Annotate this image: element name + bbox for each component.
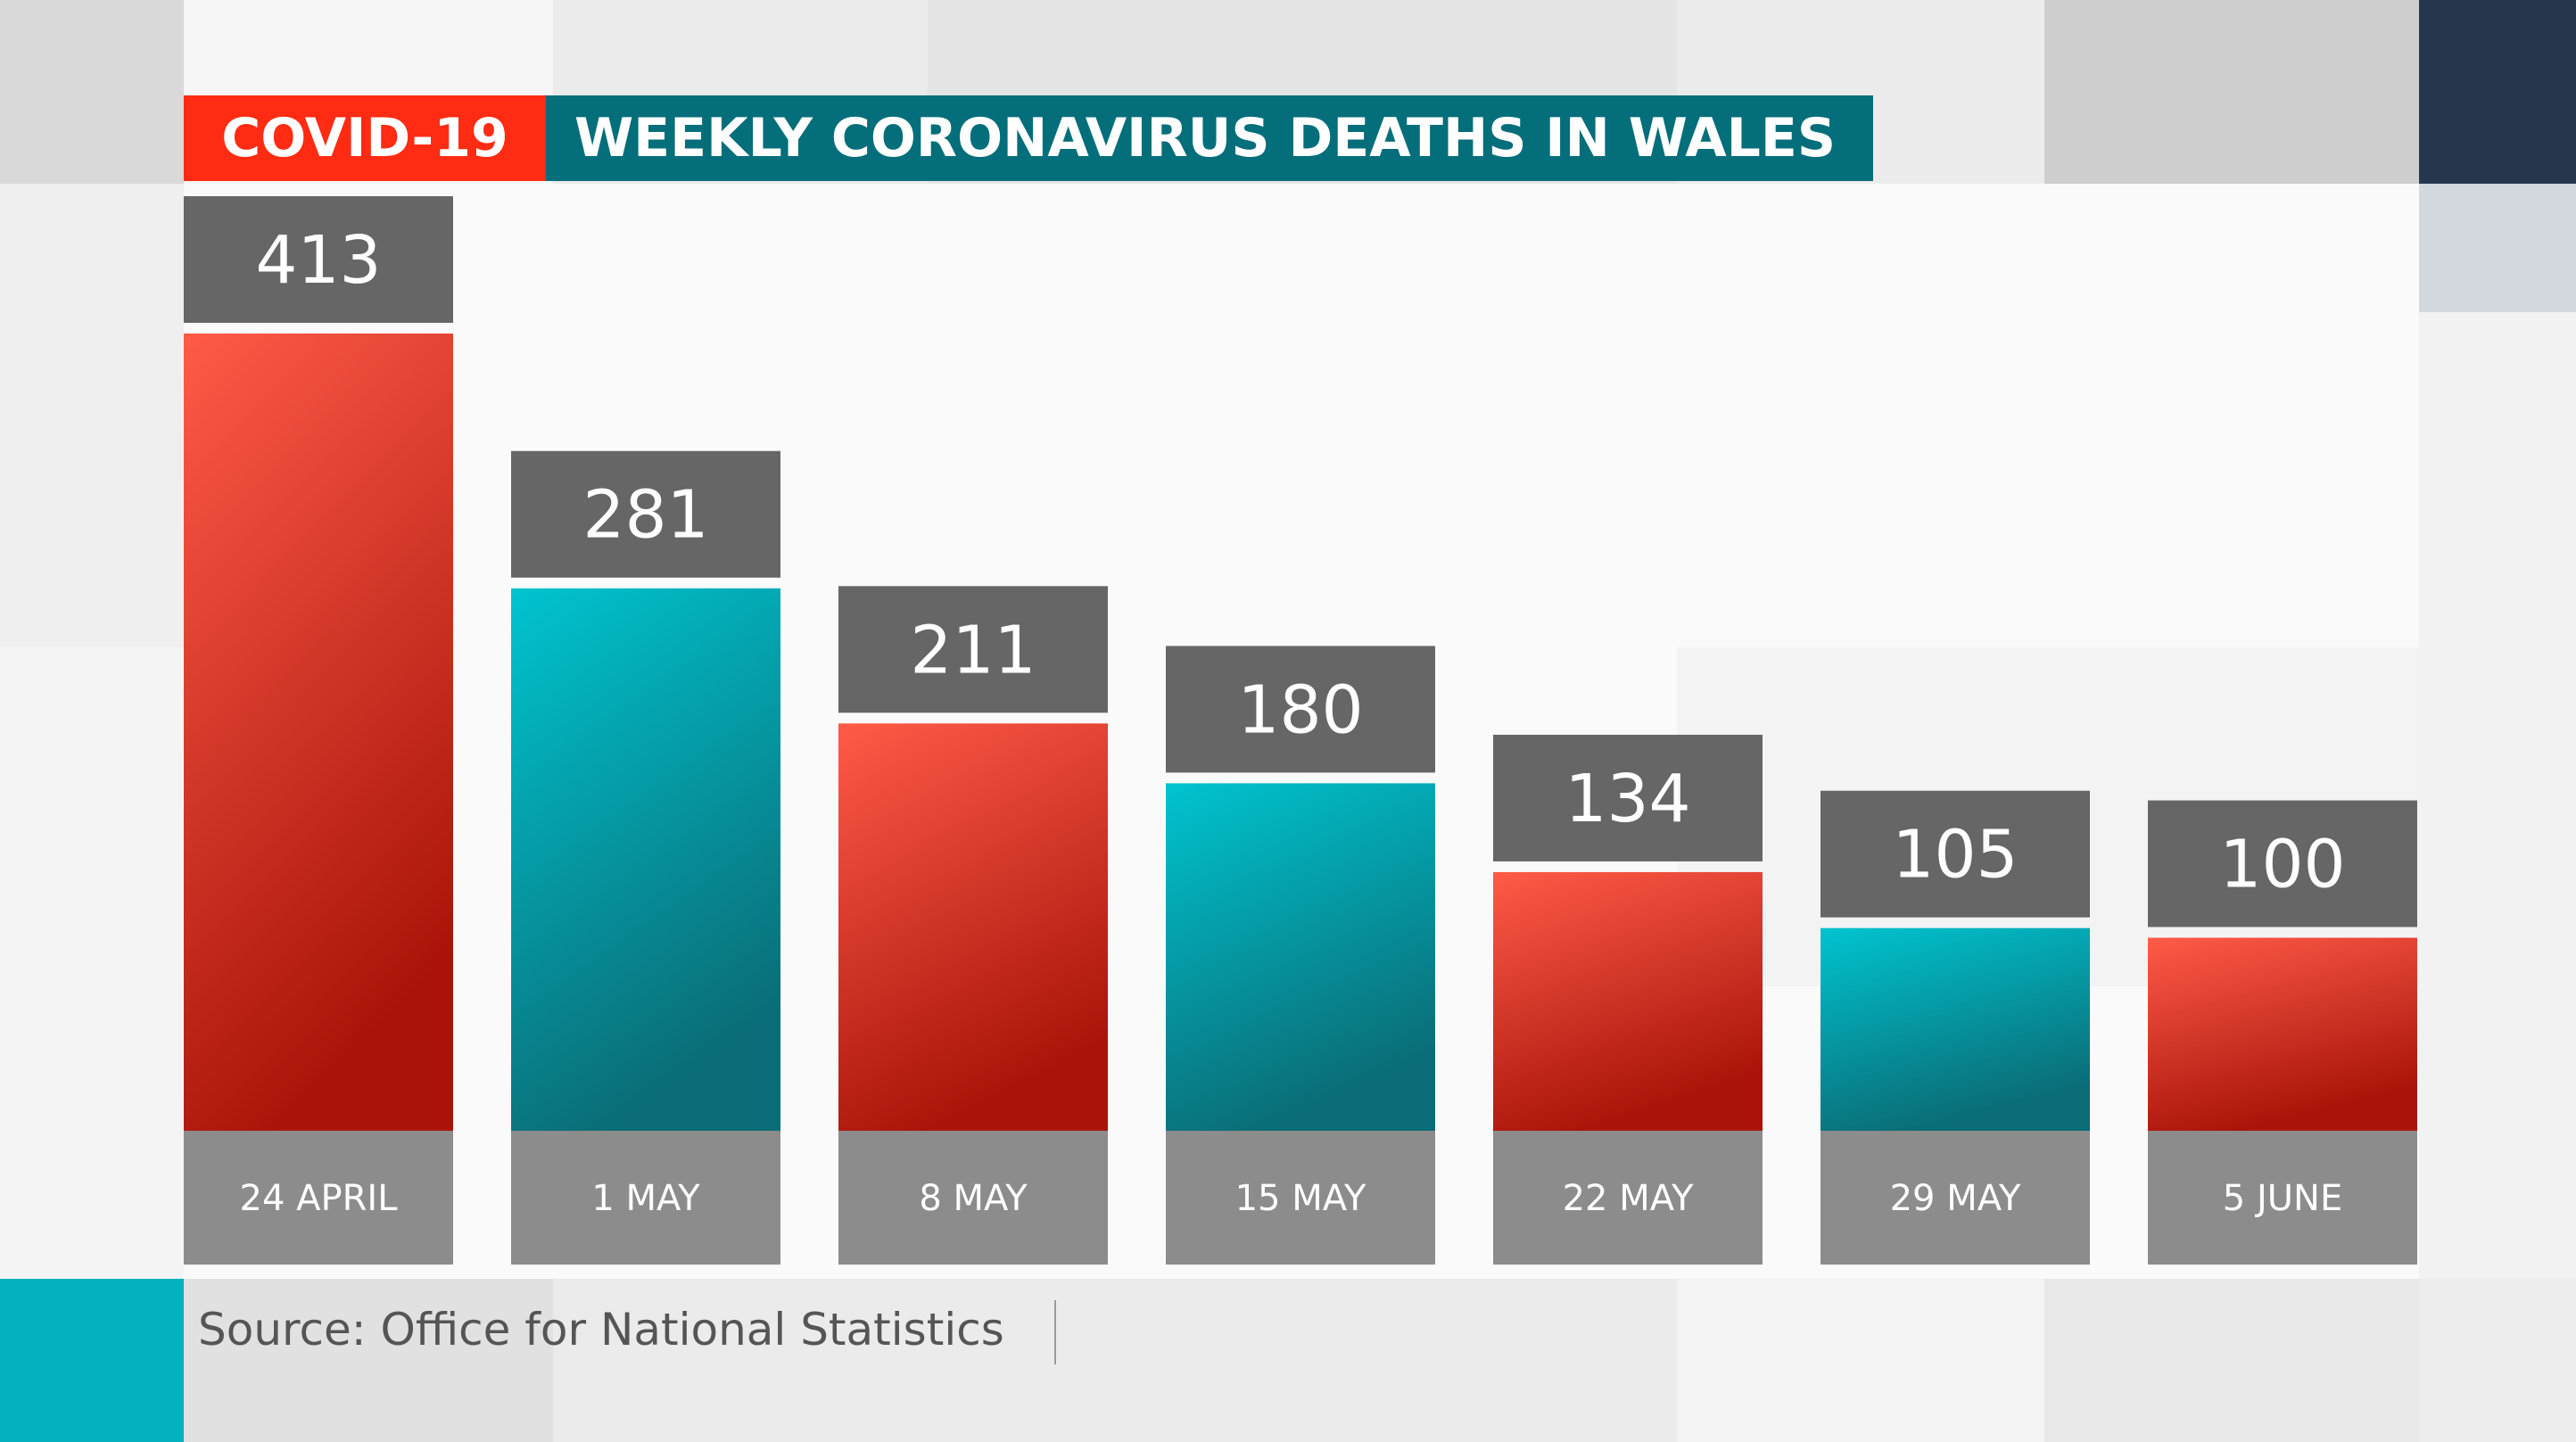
value-label: 180 [1237, 672, 1363, 748]
bar [1821, 927, 2090, 1131]
value-label-box [184, 196, 453, 323]
category-label: 5 JUNE [2223, 1178, 2342, 1219]
bar [2148, 937, 2417, 1131]
value-label: 105 [1892, 817, 2018, 894]
bar [1493, 871, 1763, 1131]
category-label: 29 MAY [1890, 1178, 2021, 1219]
value-label-box [511, 450, 780, 578]
bg-tile [2044, 0, 2419, 184]
value-label-box [1821, 790, 2090, 918]
bg-tile [553, 1279, 1677, 1442]
bar [511, 588, 780, 1131]
value-label-box [1166, 646, 1435, 773]
value-label: 100 [2219, 827, 2345, 903]
bar [1166, 783, 1435, 1131]
value-label: 413 [255, 222, 381, 299]
covid-tag: COVID-19 [184, 95, 546, 181]
value-label: 281 [582, 477, 708, 554]
bar [184, 334, 453, 1131]
category-label-box [511, 1131, 780, 1265]
value-label-box [2148, 800, 2417, 927]
bars-layer: 413 24 APRIL 281 1 MAY 211 8 MAY 180 15 MAY 134 2… [184, 196, 2417, 1265]
category-label-box [1821, 1131, 2090, 1265]
chart-title: WEEKLY CORONAVIRUS DEATHS IN WALES [546, 95, 1873, 181]
bg-tile [0, 184, 184, 647]
source-divider [1054, 1300, 1056, 1364]
value-label: 211 [910, 612, 1036, 688]
category-label: 22 MAY [1563, 1178, 1694, 1219]
bg-tile [2419, 0, 2576, 184]
bar [838, 723, 1108, 1131]
footer-accent-block [0, 1279, 184, 1442]
source-credit: Source: Office for National Statistics [198, 1304, 1004, 1355]
value-label-box [1493, 734, 1763, 861]
category-label-box [1493, 1131, 1763, 1265]
bg-tile [2419, 1279, 2576, 1442]
category-label-box [2148, 1131, 2417, 1265]
title-bar: COVID-19 WEEKLY CORONAVIRUS DEATHS IN WA… [184, 95, 1873, 181]
bg-tile [0, 0, 184, 184]
value-label-box [838, 586, 1108, 713]
bg-tile [184, 1279, 553, 1442]
category-label: 8 MAY [919, 1178, 1028, 1219]
bg-tile [0, 647, 184, 1279]
category-label-box [184, 1131, 453, 1265]
category-label: 24 APRIL [240, 1178, 399, 1219]
bg-tile [2419, 312, 2576, 1279]
category-label-box [1166, 1131, 1435, 1265]
bg-tile [2044, 1279, 2419, 1442]
category-label-box [838, 1131, 1108, 1265]
category-label: 1 MAY [591, 1178, 700, 1219]
bg-tile [2419, 184, 2576, 312]
value-label: 134 [1565, 761, 1690, 837]
bg-tile [1677, 1279, 2044, 1442]
category-label: 15 MAY [1235, 1178, 1366, 1219]
